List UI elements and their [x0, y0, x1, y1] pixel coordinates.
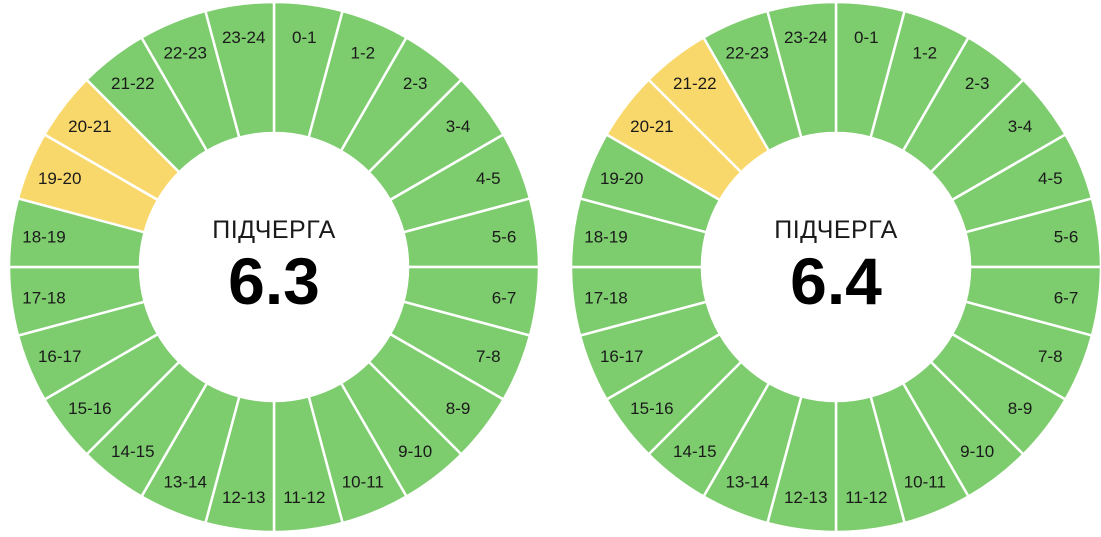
dial-ring-svg: 0-1 1-2 2-3 3-4 4-5 5-6 6-7 7-8 8-9 9-10 10-11 11-1… [7, 0, 541, 534]
hour-label: 23-24 [222, 28, 265, 47]
hour-label: 11-12 [845, 488, 887, 507]
dial-title: ПІДЧЕРГА [212, 216, 336, 244]
hour-label: 9-10 [398, 442, 432, 461]
hour-label: 0-1 [854, 28, 879, 47]
dial-queue-number: 6.4 [790, 244, 882, 318]
hour-label: 15-16 [630, 399, 673, 418]
hour-label: 8-9 [446, 399, 471, 418]
hour-label: 4-5 [476, 169, 501, 188]
schedule-dial-6-4: 0-1 1-2 2-3 3-4 4-5 5-6 6-7 7-8 8-9 9-10 10-11 11-1… [564, 0, 1101, 537]
hour-label: 18-19 [584, 228, 627, 247]
hour-label: 7-8 [476, 347, 501, 366]
hour-label: 0-1 [292, 28, 317, 47]
hour-label: 21-22 [673, 74, 716, 93]
hour-label: 13-14 [163, 472, 206, 491]
hour-label: 3-4 [446, 117, 471, 136]
hour-label: 20-21 [630, 117, 673, 136]
hour-label: 1-2 [351, 44, 376, 63]
hour-label: 15-16 [68, 399, 111, 418]
hour-label: 6-7 [492, 288, 517, 307]
hour-label: 5-6 [1054, 228, 1079, 247]
hour-label: 16-17 [38, 347, 81, 366]
hour-label: 19-20 [38, 169, 81, 188]
dial-center [702, 133, 970, 401]
hour-label: 14-15 [111, 442, 154, 461]
hour-label: 19-20 [600, 169, 643, 188]
dial-queue-number: 6.3 [228, 244, 320, 318]
hour-label: 2-3 [403, 74, 428, 93]
hour-label: 8-9 [1008, 399, 1033, 418]
hour-label: 13-14 [725, 472, 768, 491]
hour-label: 16-17 [600, 347, 643, 366]
hour-label: 22-23 [725, 44, 768, 63]
hour-label: 22-23 [163, 44, 206, 63]
hour-label: 20-21 [68, 117, 111, 136]
hour-label: 2-3 [965, 74, 990, 93]
hour-label: 12-13 [222, 488, 265, 507]
hour-label: 10-11 [342, 472, 384, 491]
hour-label: 14-15 [673, 442, 716, 461]
hour-label: 4-5 [1038, 169, 1063, 188]
hour-label: 23-24 [784, 28, 827, 47]
hour-label: 21-22 [111, 74, 154, 93]
dial-segments: 0-1 1-2 2-3 3-4 4-5 5-6 6-7 7-8 8-9 9-10 10-11 11-1… [569, 0, 1101, 534]
hour-label: 9-10 [960, 442, 994, 461]
dial-ring-svg: 0-1 1-2 2-3 3-4 4-5 5-6 6-7 7-8 8-9 9-10 10-11 11-1… [569, 0, 1101, 534]
hour-label: 10-11 [904, 472, 946, 491]
hour-label: 17-18 [584, 288, 627, 307]
dial-segments: 0-1 1-2 2-3 3-4 4-5 5-6 6-7 7-8 8-9 9-10 10-11 11-1… [7, 0, 541, 534]
hour-label: 12-13 [784, 488, 827, 507]
hour-label: 1-2 [913, 44, 938, 63]
hour-label: 3-4 [1008, 117, 1033, 136]
dial-center [140, 133, 408, 401]
hour-label: 11-12 [283, 488, 325, 507]
hour-label: 5-6 [492, 228, 517, 247]
dial-title: ПІДЧЕРГА [774, 216, 898, 244]
hour-label: 7-8 [1038, 347, 1063, 366]
hour-label: 18-19 [22, 228, 65, 247]
hour-label: 17-18 [22, 288, 65, 307]
hour-label: 6-7 [1054, 288, 1079, 307]
schedule-dial-6-3: 0-1 1-2 2-3 3-4 4-5 5-6 6-7 7-8 8-9 9-10 10-11 11-1… [2, 0, 542, 537]
